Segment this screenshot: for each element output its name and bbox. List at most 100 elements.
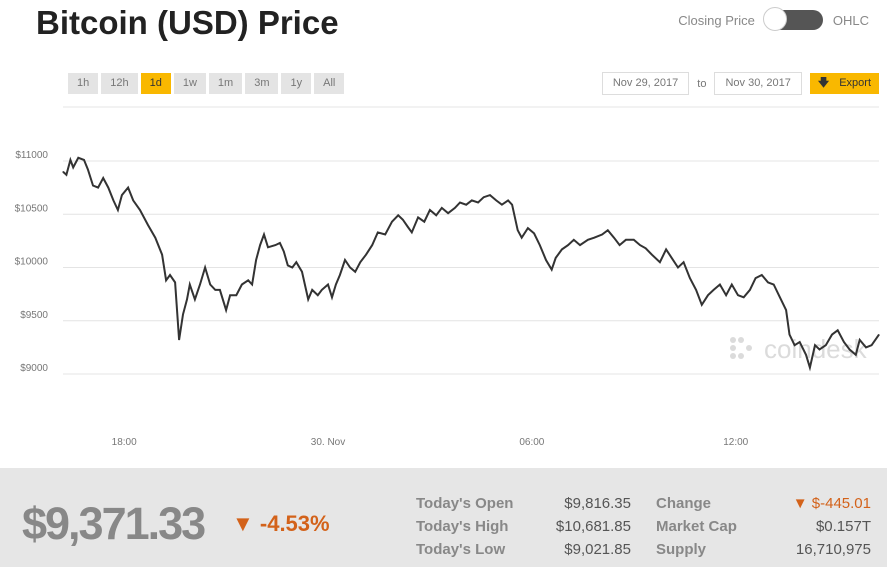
data-point	[77, 157, 79, 159]
data-point	[809, 367, 811, 369]
data-point	[665, 248, 667, 250]
export-button[interactable]: 🡇 Export	[809, 73, 879, 94]
date-range: Nov 29, 2017 to Nov 30, 2017 🡇 Export	[601, 72, 879, 95]
data-point	[855, 354, 857, 356]
range-1m[interactable]: 1m	[208, 73, 243, 94]
data-point	[454, 207, 456, 209]
range-selector: 1h 12h 1d 1w 1m 3m 1y All	[68, 73, 345, 94]
low-label: Today's Low	[416, 541, 506, 558]
data-point	[411, 231, 413, 233]
data-point	[545, 259, 547, 261]
range-1w[interactable]: 1w	[173, 73, 206, 94]
data-point	[112, 199, 114, 201]
data-point	[831, 334, 833, 336]
change-label: Change	[656, 495, 712, 512]
closing-price-label: Closing Price	[678, 12, 755, 28]
data-point	[165, 279, 167, 281]
market-cap-value: $0.157T	[815, 518, 871, 535]
range-3m[interactable]: 3m	[245, 73, 279, 94]
y-tick-label: $10500	[15, 203, 49, 214]
date-to-input[interactable]: Nov 30, 2017	[714, 72, 802, 95]
data-point	[65, 174, 67, 176]
data-point	[483, 196, 485, 198]
data-point	[384, 233, 386, 235]
data-point	[843, 341, 845, 343]
data-point	[397, 214, 399, 216]
y-tick-label: $11000	[15, 150, 48, 161]
data-point	[719, 284, 721, 286]
range-1h[interactable]: 1h	[68, 73, 99, 94]
data-point	[645, 247, 647, 249]
high-label: Today's High	[416, 518, 509, 535]
data-point	[731, 284, 733, 286]
data-point	[625, 239, 627, 241]
high-value: $10,681.85	[555, 518, 631, 535]
data-point	[517, 229, 519, 231]
data-point	[107, 187, 109, 189]
data-point	[789, 334, 791, 336]
range-all[interactable]: All	[314, 73, 345, 94]
data-point	[214, 289, 216, 291]
data-point	[147, 224, 149, 226]
data-point	[139, 209, 141, 211]
data-point	[555, 257, 557, 259]
data-point	[229, 294, 231, 296]
data-point	[459, 202, 461, 204]
data-point	[539, 244, 541, 246]
price-line	[62, 156, 880, 372]
range-12h[interactable]: 12h	[101, 73, 138, 94]
data-point	[477, 202, 479, 204]
data-point	[391, 221, 393, 223]
data-point	[92, 184, 94, 186]
data-point	[737, 294, 739, 296]
data-point	[371, 244, 373, 246]
data-point	[561, 248, 563, 250]
data-point	[805, 354, 807, 356]
data-point	[407, 226, 409, 228]
data-point	[199, 284, 201, 286]
data-point	[154, 237, 156, 239]
data-point	[593, 237, 595, 239]
data-point	[127, 187, 129, 189]
current-price: $9,371.33	[22, 498, 206, 549]
data-point	[825, 344, 827, 346]
data-point	[878, 334, 880, 336]
data-point	[263, 233, 265, 235]
data-point	[814, 344, 816, 346]
switch-knob[interactable]	[762, 7, 787, 31]
data-point	[209, 284, 211, 286]
data-point	[683, 261, 685, 263]
price-chart[interactable]: $11000 $10500 $10000 $9500 $9000 18:00 30. Nov…	[0, 0, 887, 460]
export-label: Export	[839, 77, 871, 89]
data-point	[677, 267, 679, 268]
data-point	[189, 284, 191, 286]
data-point	[291, 267, 293, 268]
data-point	[402, 219, 404, 221]
data-point	[349, 267, 351, 268]
range-1y[interactable]: 1y	[281, 73, 312, 94]
x-tick-label: 12:00	[723, 437, 748, 448]
date-from-input[interactable]: Nov 29, 2017	[601, 72, 690, 95]
watermark-text: coindesk	[764, 334, 868, 364]
chart-mode-toggle: Closing Price OHLC	[678, 7, 869, 31]
data-point	[587, 239, 589, 241]
range-1d[interactable]: 1d	[140, 73, 171, 94]
data-point	[849, 349, 851, 351]
data-point	[235, 294, 237, 296]
data-point	[743, 296, 745, 298]
to-label: to	[697, 77, 707, 90]
data-point	[651, 254, 653, 256]
page-title: Bitcoin (USD) Price	[36, 4, 339, 41]
data-point	[311, 289, 313, 291]
data-point	[507, 199, 509, 201]
data-point	[799, 341, 801, 343]
data-point	[489, 194, 491, 196]
open-value: $9,816.35	[564, 495, 631, 512]
data-point	[441, 207, 443, 209]
data-point	[501, 204, 503, 206]
y-tick-label: $10000	[15, 257, 49, 268]
data-point	[671, 257, 673, 259]
data-point	[225, 309, 227, 311]
mode-switch[interactable]	[762, 7, 823, 31]
data-point	[72, 166, 74, 168]
